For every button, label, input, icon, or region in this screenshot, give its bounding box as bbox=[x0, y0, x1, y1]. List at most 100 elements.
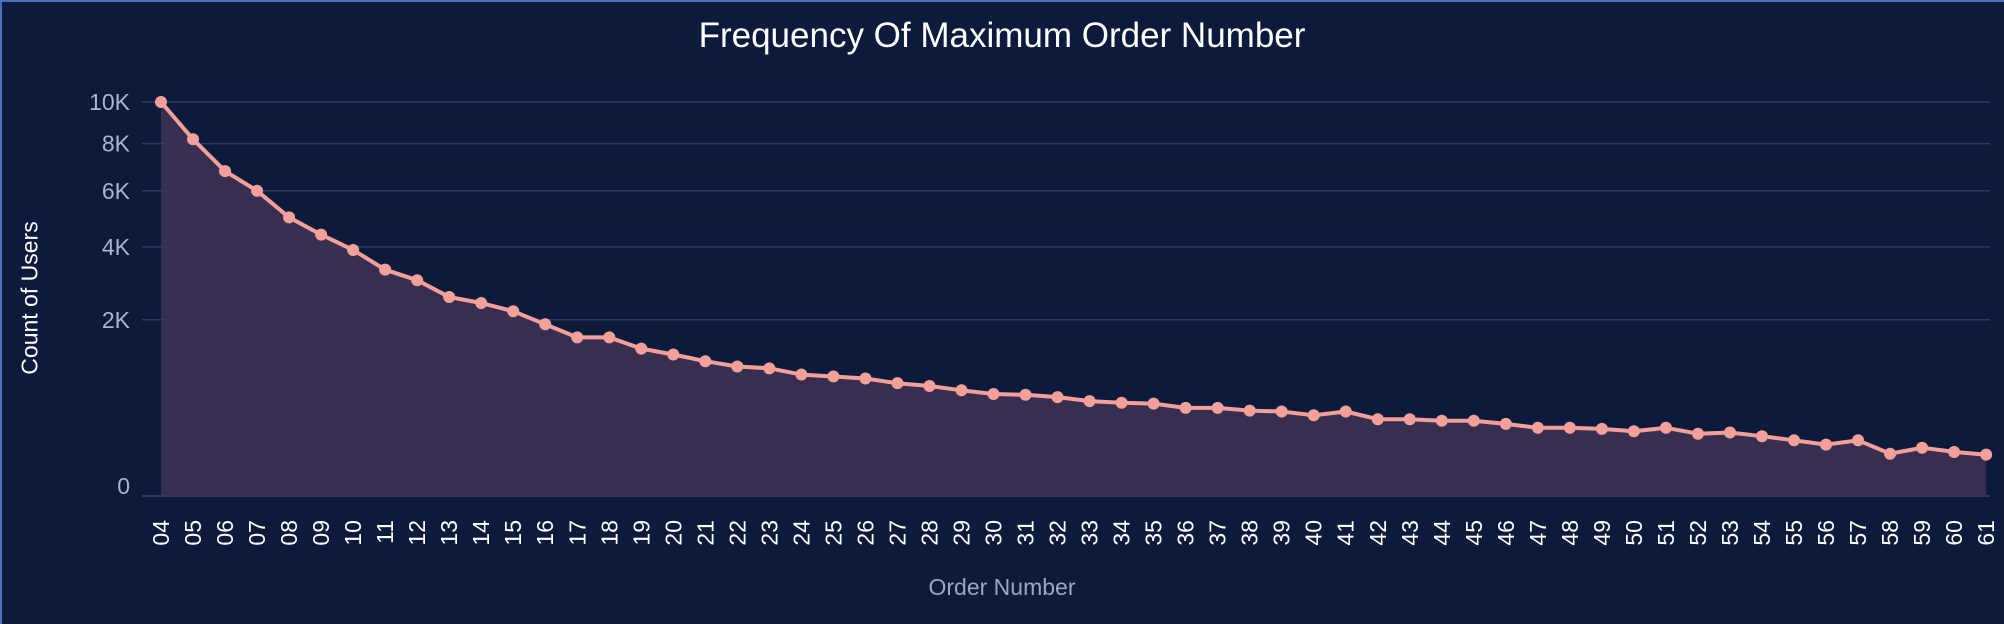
x-tick-label: 13 bbox=[436, 520, 462, 546]
data-point-43[interactable] bbox=[1403, 413, 1416, 426]
grid-lines bbox=[142, 101, 1990, 497]
x-tick-label: 57 bbox=[1845, 520, 1871, 546]
x-tick-label: 31 bbox=[1013, 520, 1039, 546]
x-tick-label: 25 bbox=[820, 520, 846, 546]
data-point-11[interactable] bbox=[379, 263, 392, 276]
x-tick-label: 59 bbox=[1909, 520, 1935, 546]
data-point-28[interactable] bbox=[923, 379, 936, 392]
chart-title: Frequency Of Maximum Order Number bbox=[698, 16, 1306, 55]
x-tick-label: 22 bbox=[724, 520, 750, 546]
x-tick-label: 61 bbox=[1973, 520, 1999, 546]
data-point-33[interactable] bbox=[1083, 395, 1096, 408]
data-point-27[interactable] bbox=[891, 377, 904, 390]
data-point-07[interactable] bbox=[251, 184, 264, 197]
data-point-26[interactable] bbox=[859, 372, 872, 385]
data-point-23[interactable] bbox=[763, 362, 776, 375]
data-point-40[interactable] bbox=[1307, 409, 1320, 422]
data-point-20[interactable] bbox=[667, 348, 680, 361]
data-point-32[interactable] bbox=[1051, 391, 1064, 404]
y-tick-label: 6K bbox=[102, 178, 131, 204]
x-tick-label: 14 bbox=[468, 520, 494, 546]
data-point-56[interactable] bbox=[1820, 438, 1833, 451]
data-point-39[interactable] bbox=[1275, 405, 1288, 418]
data-point-60[interactable] bbox=[1948, 445, 1961, 458]
data-point-16[interactable] bbox=[539, 318, 552, 331]
data-point-05[interactable] bbox=[187, 133, 200, 146]
data-point-08[interactable] bbox=[283, 211, 296, 224]
x-tick-label: 44 bbox=[1429, 520, 1455, 546]
y-tick-label: 8K bbox=[102, 131, 131, 157]
data-point-22[interactable] bbox=[731, 360, 744, 373]
data-point-37[interactable] bbox=[1211, 401, 1224, 414]
x-tick-label: 34 bbox=[1109, 520, 1135, 546]
data-point-04[interactable] bbox=[155, 96, 167, 108]
data-point-17[interactable] bbox=[571, 331, 584, 344]
data-point-34[interactable] bbox=[1115, 396, 1128, 409]
x-tick-label: 20 bbox=[660, 520, 686, 546]
x-tick-label: 16 bbox=[532, 520, 558, 546]
data-point-14[interactable] bbox=[475, 296, 488, 309]
data-point-47[interactable] bbox=[1531, 421, 1544, 434]
x-axis-label: Order Number bbox=[928, 574, 1076, 600]
data-point-61[interactable] bbox=[1980, 448, 1993, 461]
x-tick-label: 55 bbox=[1781, 520, 1807, 546]
data-point-45[interactable] bbox=[1467, 414, 1480, 427]
x-tick-label: 09 bbox=[308, 520, 334, 546]
data-point-49[interactable] bbox=[1595, 422, 1608, 435]
data-point-29[interactable] bbox=[955, 384, 968, 397]
data-point-46[interactable] bbox=[1499, 417, 1512, 430]
data-point-38[interactable] bbox=[1243, 404, 1256, 417]
data-point-06[interactable] bbox=[219, 165, 232, 178]
x-tick-label: 08 bbox=[276, 520, 302, 546]
data-point-31[interactable] bbox=[1019, 388, 1032, 401]
data-point-35[interactable] bbox=[1147, 397, 1160, 410]
x-tick-label: 21 bbox=[692, 520, 718, 546]
data-point-21[interactable] bbox=[699, 355, 712, 368]
data-point-42[interactable] bbox=[1371, 413, 1384, 426]
x-tick-label: 24 bbox=[788, 520, 814, 546]
data-point-58[interactable] bbox=[1884, 447, 1897, 460]
y-tick-label: 10K bbox=[89, 89, 131, 115]
data-point-18[interactable] bbox=[603, 331, 616, 344]
x-tick-label: 41 bbox=[1333, 520, 1359, 546]
series-line bbox=[159, 100, 1987, 457]
x-tick-label: 60 bbox=[1941, 520, 1967, 546]
x-tick-label: 56 bbox=[1813, 520, 1839, 546]
data-point-19[interactable] bbox=[635, 342, 648, 355]
data-point-15[interactable] bbox=[507, 305, 520, 318]
y-tick-label: 4K bbox=[102, 234, 131, 260]
y-tick-labels: 0 2K 4K 6K 8K 10K bbox=[89, 89, 131, 499]
data-point-53[interactable] bbox=[1723, 426, 1736, 439]
x-tick-label: 18 bbox=[596, 520, 622, 546]
data-point-57[interactable] bbox=[1852, 434, 1865, 447]
data-point-59[interactable] bbox=[1916, 441, 1929, 454]
x-tick-label: 17 bbox=[564, 520, 590, 546]
data-point-54[interactable] bbox=[1756, 430, 1768, 443]
x-tick-label: 27 bbox=[884, 520, 910, 546]
x-tick-label: 52 bbox=[1685, 520, 1711, 546]
data-point-52[interactable] bbox=[1691, 427, 1704, 440]
data-point-10[interactable] bbox=[347, 243, 360, 256]
data-point-50[interactable] bbox=[1627, 425, 1640, 438]
data-point-44[interactable] bbox=[1435, 414, 1448, 427]
data-point-55[interactable] bbox=[1788, 434, 1801, 447]
x-tick-label: 43 bbox=[1397, 520, 1423, 546]
x-tick-label: 47 bbox=[1525, 520, 1551, 546]
x-tick-label: 15 bbox=[500, 520, 526, 546]
data-point-51[interactable] bbox=[1659, 421, 1672, 434]
y-tick-label: 0 bbox=[117, 473, 130, 499]
data-point-24[interactable] bbox=[795, 368, 808, 381]
x-tick-label: 10 bbox=[340, 520, 366, 546]
data-point-25[interactable] bbox=[827, 370, 840, 383]
x-tick-label: 48 bbox=[1557, 520, 1583, 546]
data-point-48[interactable] bbox=[1563, 421, 1576, 434]
x-tick-label: 12 bbox=[404, 520, 430, 546]
data-point-30[interactable] bbox=[987, 388, 1000, 401]
data-point-36[interactable] bbox=[1179, 401, 1192, 414]
data-point-41[interactable] bbox=[1339, 405, 1352, 418]
data-point-12[interactable] bbox=[411, 274, 424, 287]
data-point-09[interactable] bbox=[315, 228, 328, 241]
data-point-13[interactable] bbox=[443, 291, 456, 304]
